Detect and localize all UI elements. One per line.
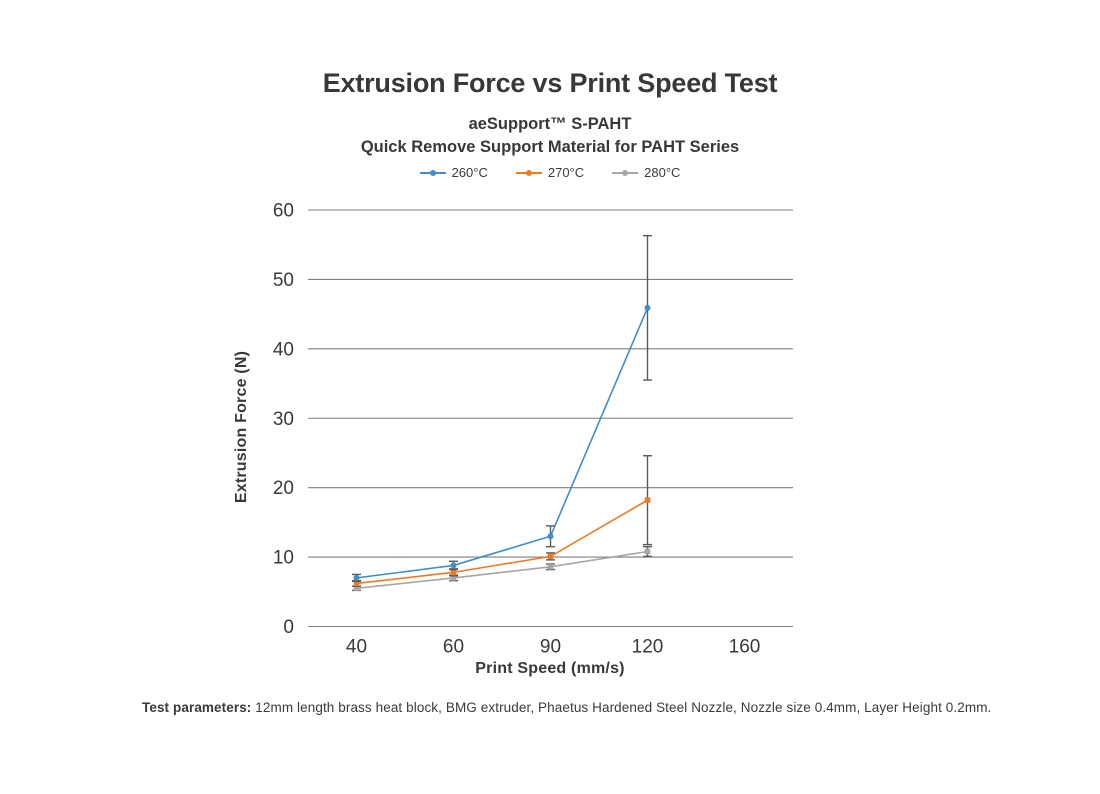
data-point-marker [353, 580, 360, 587]
x-tick-label: 90 [540, 637, 561, 658]
y-tick-label: 60 [273, 201, 294, 222]
data-point-marker [547, 533, 554, 540]
legend-line-marker-icon [419, 169, 446, 176]
chart-subtitle-description: Quick Remove Support Material for PAHT S… [360, 138, 740, 156]
x-tick-label: 120 [632, 637, 664, 658]
data-point-marker [547, 553, 554, 560]
y-tick-label: 50 [273, 270, 294, 291]
y-tick-label: 40 [273, 339, 294, 360]
legend-line-marker-icon [515, 169, 542, 176]
legend-item-270C: 270°C [515, 165, 585, 180]
y-tick-label: 30 [273, 409, 294, 430]
y-tick-label: 0 [283, 617, 294, 638]
footnote-label: Test parameters: [142, 700, 252, 715]
legend: 260°C 270°C 280°C [0, 165, 1100, 180]
legend-label: 260°C [451, 165, 488, 180]
x-tick-label: 60 [443, 637, 464, 658]
footnote-text: 12mm length brass heat block, BMG extrud… [251, 700, 992, 715]
x-tick-label: 160 [729, 637, 761, 658]
data-point-marker [644, 497, 651, 503]
chart-subtitle-product: aeSupport™ S-PAHT [468, 115, 632, 133]
data-point-marker [353, 585, 360, 592]
x-tick-label: 40 [346, 637, 367, 658]
y-axis-title: Extrusion Force (N) [233, 350, 250, 504]
series-line-260C [356, 307, 649, 579]
data-point-marker [450, 575, 457, 581]
legend-item-260C: 260°C [419, 165, 488, 180]
series-line-280C [356, 550, 648, 590]
data-point-marker [644, 304, 651, 311]
series-line-270C [356, 499, 648, 585]
legend-line-marker-icon [612, 169, 639, 176]
y-tick-label: 20 [273, 478, 294, 499]
data-point-marker [450, 562, 457, 569]
data-point-marker [644, 548, 651, 555]
legend-item-280C: 280°C [612, 165, 680, 180]
chart-title: Extrusion Force vs Print Speed Test [322, 68, 778, 98]
legend-label: 280°C [644, 165, 681, 180]
data-point-marker [450, 569, 457, 576]
data-point-marker [353, 574, 360, 581]
legend-label: 270°C [547, 165, 585, 180]
footnote: Test parameters: 12mm length brass heat … [142, 700, 1042, 715]
x-axis-title: Print Speed (mm/s) [475, 660, 625, 677]
data-point-marker [547, 564, 554, 570]
y-tick-label: 10 [273, 548, 294, 569]
